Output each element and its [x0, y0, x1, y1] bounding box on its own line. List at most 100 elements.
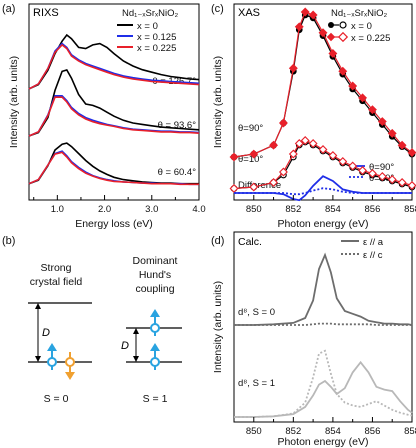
panel-a-plot: [28, 33, 200, 186]
xas-marker-point: [249, 149, 259, 159]
panel-c-x-ticks: 850 852 854 856 858: [233, 195, 416, 215]
legend-label-x0125: x = 0.125: [137, 32, 176, 43]
x-tick-label: 852: [285, 426, 301, 437]
xas-marker-point: [229, 184, 239, 193]
panel-a-ylabel: Intensity (arb. units): [8, 56, 20, 148]
rixs-curve-1-series-2: [28, 42, 200, 90]
left-gap-arrowhead-up: [35, 303, 41, 309]
panel-b-right-title-2: Hund's: [139, 269, 171, 281]
panel-a-tag: RIXS: [33, 7, 59, 19]
xas-marker-point: [269, 178, 279, 187]
right-upper-spin-up-electron: [150, 309, 160, 336]
panel-d-frame: [233, 231, 413, 423]
xas-marker-point: [387, 128, 397, 138]
x-tick-label: 850: [246, 204, 262, 215]
x-tick-label: 3.0: [145, 204, 158, 215]
xas-marker-point: [288, 63, 298, 73]
legend-label-x0225: x = 0.225: [137, 43, 176, 54]
x-tick-label: 1.0: [51, 204, 64, 215]
panel-b-left-title-1: Strong: [41, 262, 72, 274]
xas-marker-point: [294, 139, 304, 148]
legend-label-x0: x = 0: [137, 21, 158, 32]
xas-marker-point: [348, 81, 358, 91]
xas-marker-point: [308, 10, 318, 20]
xas-marker-point: [358, 93, 368, 103]
x-tick-label: 854: [325, 426, 341, 437]
xas-marker-point: [367, 105, 377, 115]
diff-legend-label-90: θ=90°: [369, 162, 394, 173]
xas-marker-point: [328, 48, 338, 58]
x-tick-label: 852: [285, 204, 301, 215]
panel-b-left-title-2: crystal field: [30, 276, 83, 288]
xas-marker-point: [300, 136, 310, 145]
calc-curve-group-1-series-1: [234, 252, 413, 326]
legend-label-xas-x0225: x = 0.225: [351, 33, 390, 44]
xas-marker-point: [397, 140, 407, 150]
panel-d-s1-label: d⁸, S = 1: [238, 378, 275, 389]
xas-marker-point: [407, 181, 416, 190]
xas-marker-point: [377, 117, 387, 126]
panel-d-ylabel: Intensity (arb. units): [212, 281, 224, 373]
panel-a-legend-title: Nd₁₋ₓSrₓNiO₂: [122, 8, 178, 19]
legend-marker-x0-open: [339, 21, 347, 29]
xas-marker-point: [294, 22, 304, 32]
panel-c-plot: [229, 7, 416, 202]
xas-marker-point: [377, 172, 387, 181]
panel-d-tag: Calc.: [238, 236, 262, 248]
rixs-curve-2-series-1: [28, 69, 200, 137]
right-gap-arrowhead-down: [133, 356, 139, 362]
calc-curve-group-2-series-1: [234, 360, 413, 418]
left-spin-up-electron: [47, 343, 57, 370]
xas-marker-point: [328, 151, 338, 160]
panel-b-label: (b): [2, 235, 15, 247]
left-spin-down-electron: [65, 352, 75, 380]
xas-marker-point: [249, 182, 259, 192]
panel-b-right-title-3: coupling: [135, 283, 174, 295]
xas-marker-point: [387, 175, 397, 184]
panel-d-plot: [234, 252, 413, 418]
x-tick-label: 856: [365, 204, 381, 215]
right-lower-spin-up-electron: [150, 343, 160, 370]
panel-a-angle-2: θ = 93.6°: [158, 120, 197, 131]
panel-a-xlabel: Energy loss (eV): [75, 218, 153, 230]
panel-c-angle-10: θ=10°: [238, 154, 263, 165]
xas-marker-point: [278, 118, 288, 128]
panel-b-right-title-1: Dominant: [133, 255, 178, 267]
panel-c-label: (c): [211, 3, 224, 15]
panel-a-x-ticks: 1.0 2.0 3.0 4.0: [33, 195, 206, 215]
x-tick-label: 4.0: [192, 204, 205, 215]
panel-c-ylabel: Intensity (arb. units): [212, 56, 224, 148]
xas-marker-point: [269, 140, 279, 150]
calc-legend-label-a: ε // a: [363, 237, 384, 248]
panel-c-angle-90: θ=90°: [238, 123, 263, 134]
panel-c-frame: [233, 3, 413, 201]
panel-c-tag: XAS: [238, 7, 260, 19]
xas-marker-point: [407, 148, 416, 158]
rixs-curve-1-series-3: [28, 43, 200, 90]
panel-a-label: (a): [2, 3, 15, 15]
x-tick-label: 858: [404, 426, 416, 437]
legend-marker-x0225-filled: [326, 32, 336, 42]
legend-marker-x0-filled: [328, 22, 334, 28]
xas-marker-point: [348, 161, 358, 171]
left-state-label: S = 0: [44, 393, 69, 405]
panel-d-xlabel: Photon energy (eV): [277, 436, 368, 448]
rixs-curve-2-series-3: [28, 96, 200, 137]
right-gap-arrowhead-up: [133, 328, 139, 334]
xas-marker-point: [367, 169, 377, 178]
xas-marker-point: [300, 7, 310, 17]
xas-marker-point: [278, 167, 288, 177]
x-tick-label: 2.0: [98, 204, 111, 215]
xas-marker-point: [288, 149, 298, 159]
xas-marker-point: [338, 66, 348, 76]
left-gap-label: D: [42, 327, 50, 339]
xas-marker-point: [229, 152, 239, 162]
panel-a-legend: x = 0 x = 0.125 x = 0.225: [117, 21, 176, 54]
panel-c-legend-title: Nd₁₋ₓSrₓNiO₂: [331, 8, 387, 19]
right-state-label: S = 1: [143, 393, 168, 405]
legend-label-xas-x0: x = 0: [351, 21, 372, 32]
xas-marker-point: [318, 145, 328, 154]
left-gap-arrowhead-down: [35, 356, 41, 362]
right-gap-label: D: [121, 340, 129, 352]
